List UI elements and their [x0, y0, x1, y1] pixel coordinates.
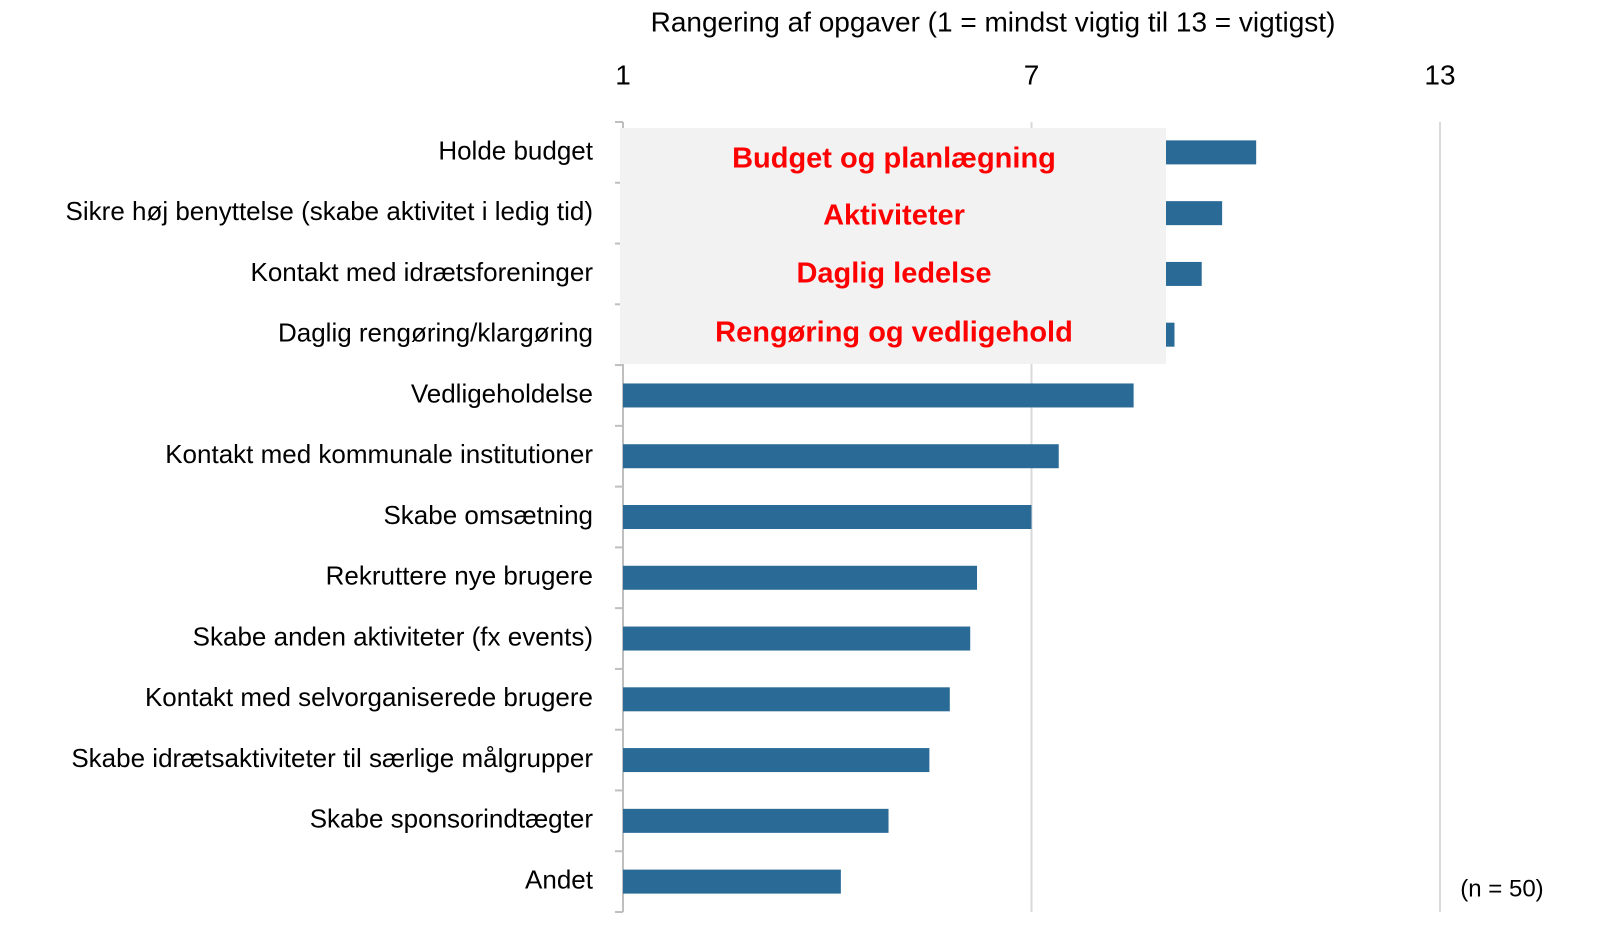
bar	[623, 444, 1059, 469]
bar	[623, 626, 971, 651]
y-tick-label: Skabe sponsorindtægter	[310, 804, 594, 834]
y-tick-label: Skabe idrætsaktiviteter til særlige målg…	[71, 743, 593, 773]
bar	[623, 505, 1032, 529]
x-tick-label: 7	[1024, 59, 1040, 90]
y-tick-label: Rekruttere nye brugere	[326, 561, 593, 591]
x-tick-label: 13	[1424, 59, 1455, 90]
y-tick-label: Skabe anden aktiviteter (fx events)	[193, 621, 593, 651]
y-tick-label: Kontakt med selvorganiserede brugere	[145, 682, 593, 712]
annotation: Budget og planlægning	[732, 143, 1056, 175]
y-tick-label: Holde budget	[438, 135, 593, 165]
y-tick-label: Skabe omsætning	[383, 500, 593, 530]
y-tick-label: Kontakt med idrætsforeninger	[250, 257, 593, 287]
annotation-box	[620, 128, 1166, 364]
y-tick-label: Sikre høj benyttelse (skabe aktivitet i …	[66, 196, 593, 226]
bar	[623, 808, 889, 833]
annotation: Aktiviteter	[823, 200, 965, 232]
annotation: Daglig ledelse	[796, 258, 991, 290]
y-tick-label: Vedligeholdelse	[411, 378, 593, 408]
x-tick-label: 1	[615, 59, 631, 90]
bar	[623, 383, 1134, 408]
y-tick-label: Kontakt med kommunale institutioner	[165, 439, 593, 469]
bar	[623, 869, 841, 894]
annotation: Rengøring og vedligehold	[715, 317, 1073, 349]
bar	[623, 748, 930, 773]
note: (n = 50)	[1460, 875, 1543, 902]
y-tick-label: Andet	[525, 864, 594, 894]
bar	[623, 687, 950, 712]
bar	[623, 565, 978, 590]
chart-title: Rangering af opgaver (1 = mindst vigtig …	[651, 6, 1336, 37]
y-tick-label: Daglig rengøring/klargøring	[278, 318, 593, 348]
